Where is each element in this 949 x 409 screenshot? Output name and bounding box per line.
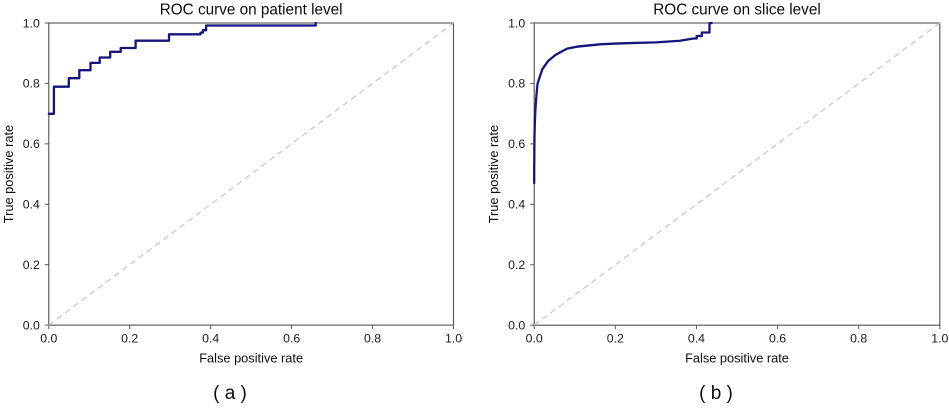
- svg-text:0.6: 0.6: [283, 331, 300, 345]
- svg-text:0.2: 0.2: [607, 331, 624, 345]
- svg-text:0.4: 0.4: [688, 331, 705, 345]
- svg-text:1.0: 1.0: [931, 331, 948, 345]
- svg-text:ROC curve on patient level: ROC curve on patient level: [160, 2, 343, 19]
- svg-text:1.0: 1.0: [445, 331, 462, 345]
- svg-text:0.6: 0.6: [23, 137, 40, 151]
- svg-text:True positive rate: True positive rate: [486, 125, 501, 223]
- svg-text:0.2: 0.2: [508, 258, 525, 272]
- svg-text:0.2: 0.2: [121, 331, 138, 345]
- svg-text:0.4: 0.4: [202, 331, 219, 345]
- svg-text:0.2: 0.2: [23, 258, 40, 272]
- svg-text:0.0: 0.0: [23, 318, 40, 332]
- svg-text:0.8: 0.8: [364, 331, 381, 345]
- svg-text:( a ): ( a ): [213, 383, 247, 404]
- svg-text:ROC curve on slice level: ROC curve on slice level: [653, 2, 820, 19]
- svg-text:1.0: 1.0: [508, 16, 525, 30]
- svg-text:0.4: 0.4: [508, 198, 525, 212]
- svg-text:False positive rate: False positive rate: [685, 351, 789, 366]
- svg-text:0.8: 0.8: [850, 331, 867, 345]
- svg-text:0.8: 0.8: [508, 77, 525, 91]
- svg-text:0.0: 0.0: [508, 319, 525, 333]
- svg-text:1.0: 1.0: [23, 16, 40, 30]
- svg-text:False positive rate: False positive rate: [199, 351, 303, 366]
- svg-text:0.8: 0.8: [23, 77, 40, 91]
- svg-text:0.0: 0.0: [40, 331, 57, 345]
- svg-text:0.4: 0.4: [23, 198, 40, 212]
- svg-text:0.6: 0.6: [508, 137, 525, 151]
- svg-text:0.0: 0.0: [526, 331, 543, 345]
- svg-text:True positive rate: True positive rate: [1, 125, 16, 223]
- svg-text:0.6: 0.6: [769, 331, 786, 345]
- svg-text:( b ): ( b ): [699, 383, 733, 404]
